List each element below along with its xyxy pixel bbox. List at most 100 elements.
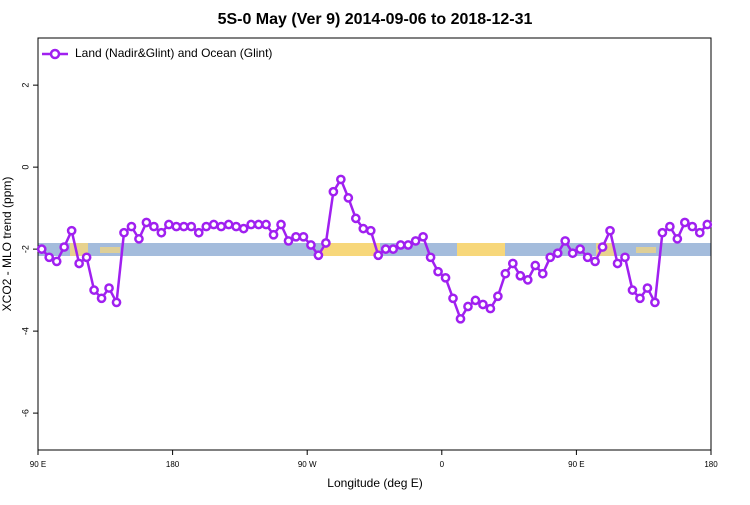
point	[44, 252, 55, 263]
point	[343, 193, 354, 203]
point	[193, 227, 204, 238]
point	[336, 174, 346, 185]
y-tick-label: -4	[20, 327, 30, 335]
point	[126, 221, 137, 232]
point	[679, 217, 690, 228]
point	[515, 270, 526, 281]
point	[635, 293, 645, 304]
point	[433, 266, 443, 277]
point	[642, 283, 653, 293]
point	[373, 250, 384, 261]
point	[597, 242, 608, 252]
point	[380, 244, 391, 254]
point	[358, 223, 369, 234]
point	[51, 256, 62, 267]
point	[216, 221, 227, 232]
point	[156, 227, 167, 238]
point	[425, 252, 436, 263]
point	[36, 244, 47, 254]
point	[141, 217, 152, 228]
y-tick-label: 2	[20, 83, 30, 88]
point	[665, 221, 675, 232]
point	[552, 248, 563, 259]
point	[238, 223, 249, 234]
x-tick-label: 180	[704, 460, 718, 469]
point	[66, 225, 77, 236]
point	[81, 252, 92, 263]
point	[134, 234, 144, 244]
point	[485, 303, 496, 314]
y-tick-label: 0	[20, 165, 30, 170]
point	[246, 219, 256, 230]
point	[283, 236, 294, 246]
point	[478, 299, 488, 310]
point	[253, 219, 264, 230]
point	[410, 236, 421, 246]
point	[395, 240, 406, 250]
point	[186, 221, 197, 232]
point	[582, 252, 593, 263]
point	[590, 256, 600, 267]
point	[403, 240, 413, 250]
point	[620, 252, 630, 263]
point	[261, 219, 271, 230]
point	[96, 293, 107, 304]
point	[178, 221, 189, 232]
x-tick-label: 180	[166, 460, 180, 469]
x-axis-label: Longitude (deg E)	[327, 476, 422, 490]
point	[306, 240, 316, 250]
point	[440, 272, 451, 283]
x-tick-label: 90 W	[298, 460, 317, 469]
point	[291, 231, 301, 242]
point	[231, 221, 242, 232]
x-tick-label: 90 E	[568, 460, 584, 469]
point	[298, 231, 309, 242]
point	[657, 227, 668, 238]
point	[268, 229, 279, 240]
point	[575, 244, 585, 254]
point	[276, 219, 286, 230]
point	[627, 285, 638, 295]
point	[507, 258, 518, 269]
x-tick-label: 90 E	[30, 460, 46, 469]
point	[149, 221, 159, 232]
point	[560, 236, 571, 246]
point	[223, 219, 234, 230]
point	[59, 242, 70, 252]
point	[455, 313, 466, 324]
point	[388, 244, 399, 254]
chart-title: 5S-0 May (Ver 9) 2014-09-06 to 2018-12-3…	[218, 11, 533, 28]
point	[89, 285, 99, 295]
point	[702, 219, 713, 230]
point	[672, 234, 683, 244]
point	[119, 227, 129, 238]
x-tick-label: 0	[440, 460, 445, 469]
y-axis-label: XCO2 - MLO trend (ppm)	[0, 177, 14, 312]
point	[530, 260, 541, 271]
point	[208, 219, 219, 230]
y-tick-label: -2	[20, 245, 30, 253]
plot-frame	[37, 37, 712, 451]
point	[171, 221, 182, 232]
point	[522, 275, 533, 285]
point	[470, 295, 481, 306]
point	[650, 297, 660, 308]
point	[365, 225, 376, 236]
point	[201, 221, 212, 232]
point	[111, 297, 122, 308]
y-tick-label: -6	[20, 409, 30, 417]
point	[350, 213, 361, 224]
legend-marker	[49, 48, 61, 60]
point	[74, 258, 84, 269]
point	[448, 293, 458, 304]
point	[313, 250, 324, 261]
point	[493, 291, 503, 302]
point	[463, 301, 473, 312]
legend-label: Land (Nadir&Glint) and Ocean (Glint)	[75, 46, 272, 60]
point	[418, 231, 428, 242]
point	[694, 227, 705, 238]
point	[328, 186, 339, 197]
point	[687, 221, 698, 232]
point	[612, 258, 623, 269]
